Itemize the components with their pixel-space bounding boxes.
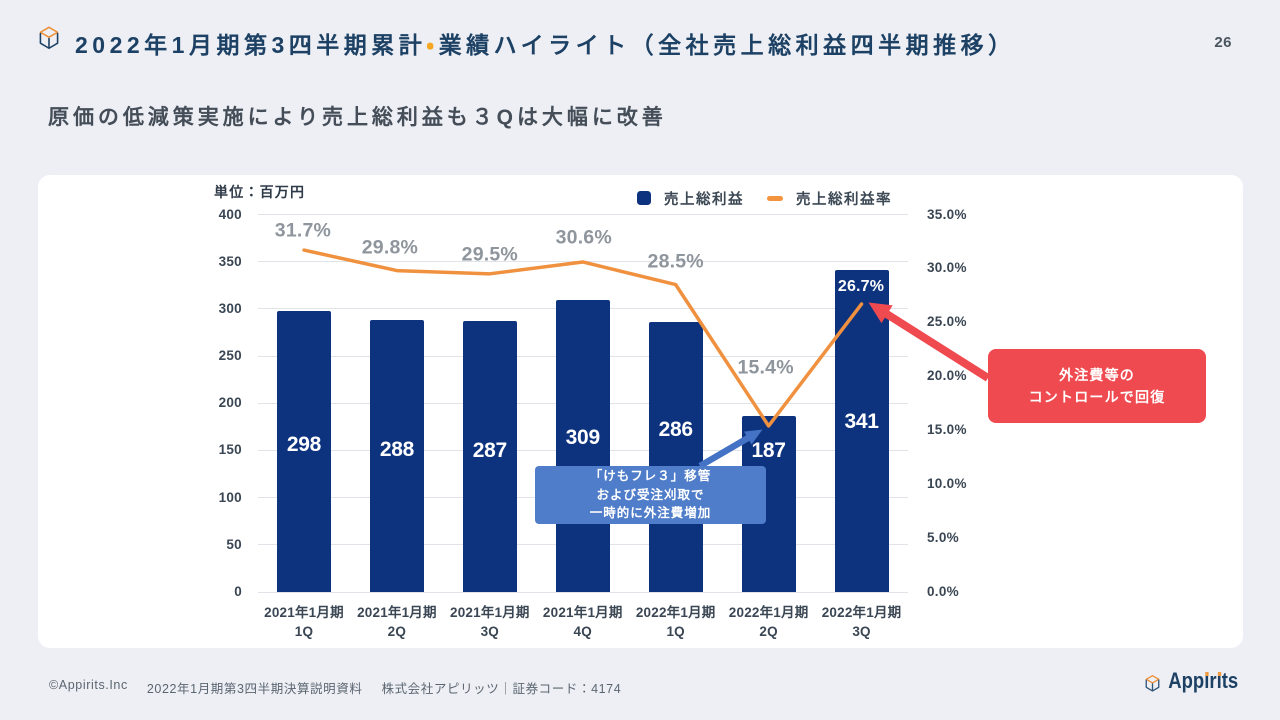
x-axis-label: 2021年1月期 1Q: [264, 605, 344, 639]
bar-value-label: 187: [751, 439, 786, 462]
bar: [648, 322, 703, 592]
y-axis-tick-right: 0.0%: [927, 584, 959, 599]
bar-value-label: 287: [472, 439, 507, 462]
y-axis-tick-left: 100: [218, 489, 242, 505]
y-axis-tick-left: 200: [218, 395, 242, 411]
x-axis-label: 2021年1月期 2Q: [357, 605, 437, 639]
appirits-cube-icon: [39, 26, 59, 50]
x-axis-label: 2022年1月期 1Q: [635, 605, 716, 639]
rate-point-label: 31.7%: [274, 219, 332, 242]
y-axis-tick-right: 5.0%: [927, 530, 959, 546]
y-axis-tick-right: 10.0%: [927, 476, 967, 492]
x-axis-label: 2022年1月期 2Q: [728, 605, 809, 639]
x-axis-label: 2021年1月期 3Q: [449, 605, 530, 639]
y-axis-tick-left: 0: [234, 584, 242, 599]
y-axis-tick-left: 150: [218, 442, 242, 458]
footer-document: 2022年1月期第3四半期決算説明資料: [146, 682, 363, 696]
y-axis-tick-right: 20.0%: [927, 368, 967, 384]
y-axis-tick-right: 35.0%: [927, 206, 967, 222]
legend-line-label: 売上総利益率: [796, 191, 892, 208]
chart-card: 単位：百万円 売上総利益 売上総利益率 0 50 100 150 200 250 300 35…: [38, 175, 1243, 648]
gridline: [257, 261, 908, 263]
footer: ©Appirits.Inc 2022年1月期第3四半期決算説明資料 株式会社アピ…: [49, 678, 621, 697]
bar-value-label: 309: [565, 426, 600, 449]
rate-point-label: 28.5%: [647, 250, 704, 273]
y-axis-tick-left: 400: [218, 206, 242, 222]
logo-wordmark: Appırıts: [1168, 668, 1238, 693]
rate-point-label: 29.8%: [361, 236, 419, 259]
x-axis-label: 2022年1月期 3Q: [821, 605, 902, 639]
title-separator-dot: ・: [426, 32, 439, 58]
legend-line-swatch: [767, 195, 783, 201]
y-axis-tick-right: 15.0%: [927, 422, 967, 438]
bar-value-label: 288: [379, 438, 414, 461]
y-axis-tick-left: 250: [218, 348, 242, 364]
rate-point-label: 15.4%: [737, 356, 794, 379]
y-axis-tick-left: 300: [218, 300, 242, 316]
y-axis-tick-right: 25.0%: [927, 314, 967, 330]
legend-bar-swatch: [637, 191, 651, 205]
page-number: 26: [1214, 34, 1232, 51]
footer-company: 株式会社アピリッツ｜証券コード：4174: [381, 682, 622, 696]
bar-value-label: 341: [844, 409, 879, 433]
gridline: [257, 591, 908, 593]
chart-legend: 売上総利益 売上総利益率: [637, 189, 892, 208]
callout-outsourcing-increase: 「けもフレ３」移管 および受注刈取で 一時的に外注費増加: [535, 466, 766, 524]
gridline: [257, 214, 908, 215]
rate-point-label: 26.7%: [837, 277, 885, 295]
y-axis-tick-right: 30.0%: [927, 260, 967, 276]
bar-value-label: 298: [286, 433, 322, 456]
callout-cost-control-recovery: 外注費等の コントロールで回復: [988, 349, 1206, 423]
appirits-logo: Appırıts: [1145, 668, 1238, 695]
rate-point-label: 29.5%: [461, 243, 518, 266]
slide-subtitle: 原価の低減策実施により売上総利益も３Qは大幅に改善: [48, 106, 667, 129]
rate-point-label: 30.6%: [555, 226, 612, 249]
y-axis-tick-left: 50: [226, 536, 242, 552]
legend-bar-label: 売上総利益: [664, 191, 744, 208]
unit-label: 単位：百万円: [214, 184, 306, 200]
page-title: 2022年1月期第3四半期累計・業績ハイライト（全社売上総利益四半期推移）: [75, 32, 1016, 58]
y-axis-tick-left: 350: [218, 253, 242, 269]
x-axis-label: 2021年1月期 4Q: [542, 605, 623, 639]
footer-copyright: ©Appirits.Inc: [49, 678, 128, 692]
appirits-cube-icon: [1145, 674, 1160, 692]
bar-value-label: 286: [658, 418, 693, 441]
